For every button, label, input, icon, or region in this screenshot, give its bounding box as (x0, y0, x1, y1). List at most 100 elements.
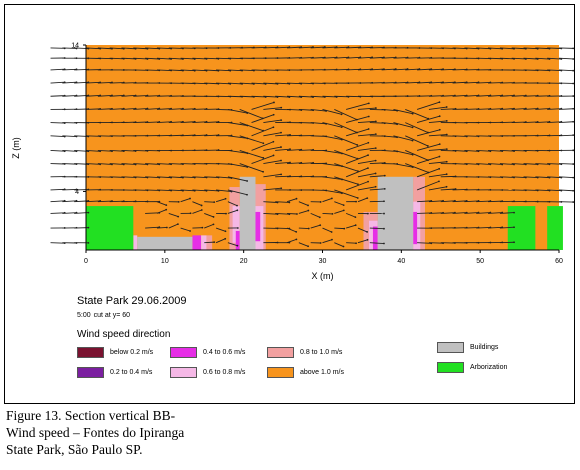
wind-vector (334, 56, 349, 59)
wind-vector (346, 68, 361, 71)
wind-vector (558, 57, 574, 60)
legend-swatch (77, 367, 104, 378)
wind-vector (145, 95, 160, 97)
wind-vector (50, 200, 65, 203)
wind-vector (452, 135, 467, 137)
wind-vector (156, 57, 172, 60)
wind-vector (133, 108, 148, 110)
legend-swatch (437, 362, 464, 373)
wind-vector (535, 163, 550, 165)
wind-vector-head (374, 185, 377, 188)
wind-vector-head (572, 69, 575, 72)
wind-vector (464, 81, 479, 84)
wind-vector (310, 212, 320, 218)
wind-vector (547, 57, 562, 60)
caption-line-3: State Park, São Paulo SP. (6, 442, 143, 457)
wind-vector (511, 95, 526, 97)
wind-vector (416, 101, 440, 110)
wind-vector (50, 135, 65, 138)
wind-vector (381, 82, 396, 84)
wind-vector (381, 56, 396, 59)
wind-vector (393, 149, 413, 156)
wind-vector (239, 69, 254, 72)
wind-vector (204, 223, 214, 229)
wind-vector-head (307, 227, 310, 230)
wind-vector-head (318, 216, 321, 219)
wind-vector (523, 108, 538, 110)
wind-vector (310, 108, 327, 112)
wind-vector-head (383, 174, 386, 177)
legend-label: 0.8 to 1.0 m/s (300, 349, 343, 356)
wind-vector (334, 189, 358, 199)
wind-vector (334, 109, 358, 121)
wind-vector (263, 160, 282, 165)
wind-vector (133, 95, 148, 97)
wind-vector (488, 94, 503, 97)
wind-vector (452, 149, 467, 152)
wind-vector (156, 69, 172, 71)
legend-swatch (267, 347, 294, 358)
wind-vector (547, 121, 562, 124)
wind-vector (346, 224, 356, 229)
wind-vector (334, 201, 344, 206)
legend-swatch (170, 347, 197, 358)
wind-vector-head (374, 159, 377, 162)
wind-vector (322, 189, 343, 194)
wind-vector (239, 95, 254, 98)
wind-vector (204, 212, 214, 218)
wind-vector (216, 189, 232, 193)
wind-vector (558, 121, 574, 124)
x-tick-label: 20 (240, 258, 248, 265)
wind-vector (346, 102, 369, 110)
wind-vector (499, 212, 515, 214)
wind-vector-head (355, 118, 358, 121)
wind-vector (464, 135, 479, 137)
wind-vector-head (427, 159, 429, 162)
wind-vector (133, 163, 148, 165)
wind-vector-head (367, 128, 370, 130)
wind-vector (180, 108, 195, 110)
wind-vector-head (165, 204, 168, 207)
wind-vector (476, 47, 491, 50)
wind-vector (476, 163, 491, 165)
wind-vector (286, 95, 302, 98)
wind-vector-head (295, 197, 298, 200)
wind-vector (227, 176, 248, 182)
wind-vector (97, 108, 113, 110)
wind-vector (298, 149, 314, 151)
wind-vector (405, 122, 429, 133)
wind-vector (62, 95, 77, 97)
wind-vector (464, 47, 479, 50)
wind-vector (357, 172, 376, 178)
wind-vector (121, 47, 136, 50)
wind-vector (535, 176, 550, 179)
wind-vector (476, 94, 491, 97)
wind-vector-head (236, 209, 239, 212)
wind-vector (133, 176, 148, 179)
wind-vector-head (366, 238, 369, 241)
wind-vector (322, 227, 332, 233)
wind-vector (417, 242, 432, 244)
wind-vector (440, 188, 456, 191)
wind-vector (488, 57, 503, 60)
wind-vector (168, 163, 183, 165)
wind-vector (121, 176, 136, 178)
wind-vector (476, 149, 491, 152)
wind-vector-head (272, 126, 275, 129)
cut-label: cut at y= 60 (93, 312, 131, 319)
wind-vector (488, 47, 503, 50)
wind-vector-head (288, 201, 291, 204)
wind-vector-head (367, 141, 370, 144)
wind-vector (227, 135, 248, 139)
wind-vector (369, 56, 384, 59)
wind-vector (345, 154, 369, 165)
wind-vector (275, 46, 290, 49)
wind-vector (345, 181, 369, 191)
wind-vector (488, 176, 503, 178)
wind-vector (310, 57, 325, 59)
wind-vector (97, 149, 113, 152)
wind-vector-head (445, 173, 448, 176)
wind-vector (310, 122, 327, 125)
wind-vector (145, 163, 160, 165)
legend-label: 0.2 to 0.4 m/s (110, 369, 153, 376)
